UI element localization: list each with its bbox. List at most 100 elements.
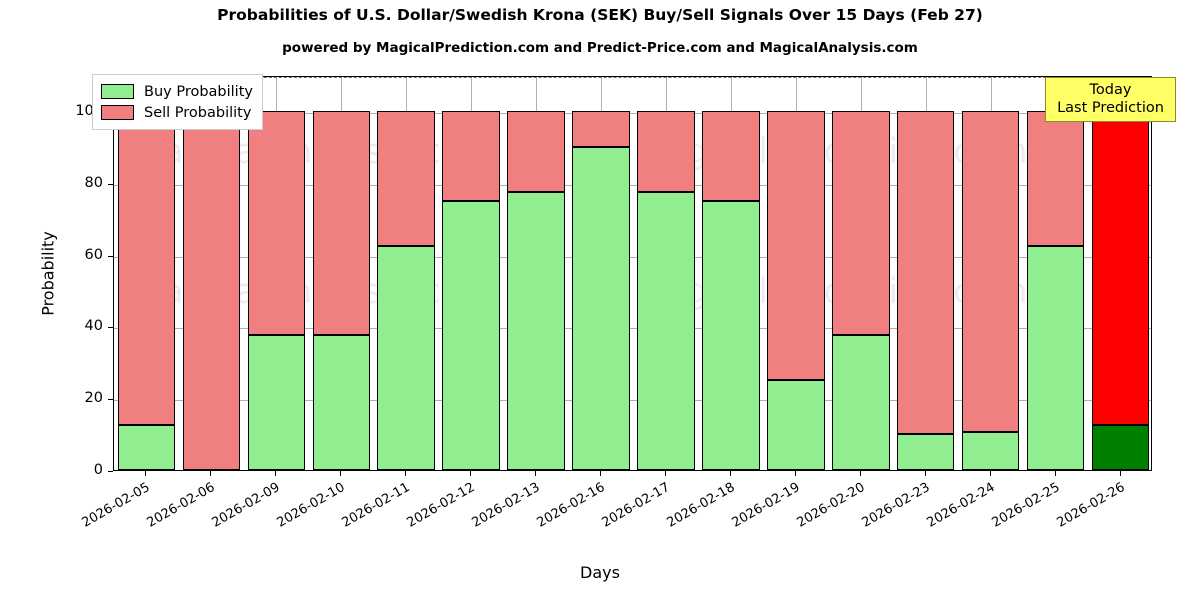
bar-segment-buy[interactable] — [637, 191, 695, 470]
gridline-y-80 — [114, 184, 1151, 186]
bar-2026-02-05[interactable] — [117, 77, 176, 470]
today-annotation: Today Last Prediction — [1045, 77, 1176, 122]
gridline-y-40 — [114, 328, 1151, 330]
y-tick-label-80: 80 — [84, 174, 103, 191]
today-annotation-line2: Last Prediction — [1057, 100, 1164, 116]
legend-label-sell: Sell Probability — [144, 104, 252, 121]
x-tick-mark — [210, 471, 212, 476]
bar-segment-buy[interactable] — [117, 425, 176, 470]
chart-subtitle: powered by MagicalPrediction.com and Pre… — [282, 40, 918, 56]
plot-area: MagicalAnalysis.comMagicalPrediction.com… — [113, 76, 1152, 471]
bar-segment-buy[interactable] — [1026, 245, 1085, 470]
bar-segment-buy[interactable] — [702, 200, 760, 470]
x-tick-mark — [794, 471, 796, 476]
chart-legend: Buy Probability Sell Probability — [92, 74, 263, 130]
x-tick-mark — [470, 471, 472, 476]
y-axis-title: Probability — [38, 231, 58, 316]
bar-segment-buy[interactable] — [247, 335, 306, 470]
bar-segment-buy[interactable] — [961, 432, 1020, 470]
x-tick-mark — [1119, 471, 1121, 476]
bar-2026-02-19[interactable] — [767, 77, 825, 470]
bar-segment-buy[interactable] — [572, 146, 630, 470]
y-tick-label-0: 0 — [93, 462, 103, 478]
y-tick-mark — [108, 471, 113, 472]
y-tick-mark — [108, 327, 113, 329]
legend-swatch-sell — [101, 105, 134, 120]
bar-2026-02-17[interactable] — [637, 77, 695, 470]
bar-segment-sell[interactable] — [1026, 110, 1085, 246]
y-tick-label-40: 40 — [84, 318, 103, 335]
chart-title: Probabilities of U.S. Dollar/Swedish Kro… — [217, 6, 983, 24]
plot-inner: MagicalAnalysis.comMagicalPrediction.com… — [114, 77, 1151, 470]
bar-segment-buy[interactable] — [377, 245, 435, 470]
x-tick-label-2026-02-23: 2026-02-23 — [859, 480, 933, 531]
bar-segment-buy[interactable] — [832, 335, 890, 470]
bar-2026-02-09[interactable] — [247, 77, 306, 470]
bar-segment-sell[interactable] — [182, 110, 241, 470]
x-tick-mark — [729, 471, 731, 476]
bar-segment-sell[interactable] — [702, 110, 760, 201]
x-tick-label-2026-02-24: 2026-02-24 — [924, 480, 998, 531]
y-tick-mark — [108, 255, 113, 257]
x-tick-mark — [275, 471, 277, 476]
y-tick-label-60: 60 — [84, 246, 103, 263]
bar-segment-sell[interactable] — [377, 110, 435, 246]
bar-segment-sell[interactable] — [247, 110, 306, 336]
bar-segment-buy[interactable] — [442, 200, 500, 470]
bar-2026-02-16[interactable] — [572, 77, 630, 470]
bar-2026-02-10[interactable] — [312, 77, 370, 470]
x-tick-mark — [989, 471, 991, 476]
bar-segment-buy[interactable] — [1091, 425, 1150, 470]
x-tick-mark — [535, 471, 537, 476]
legend-swatch-buy — [101, 84, 134, 99]
x-tick-mark — [859, 471, 861, 476]
x-tick-mark — [600, 471, 602, 476]
bar-segment-sell[interactable] — [896, 110, 955, 435]
legend-item-buy: Buy Probability — [101, 81, 253, 102]
gridline-y-20 — [114, 400, 1151, 402]
bar-segment-sell[interactable] — [1091, 110, 1150, 426]
bar-segment-sell[interactable] — [767, 110, 825, 381]
bar-segment-sell[interactable] — [572, 110, 630, 147]
bar-2026-02-25[interactable] — [1026, 77, 1085, 470]
bar-2026-02-18[interactable] — [702, 77, 760, 470]
y-tick-mark — [108, 399, 113, 401]
gridline-y-60 — [114, 256, 1151, 258]
legend-item-sell: Sell Probability — [101, 102, 253, 123]
bar-segment-buy[interactable] — [507, 191, 565, 470]
x-tick-mark — [340, 471, 342, 476]
bar-segment-sell[interactable] — [442, 110, 500, 201]
x-tick-mark — [924, 471, 926, 476]
x-tick-mark — [664, 471, 666, 476]
bar-2026-02-23[interactable] — [896, 77, 955, 470]
bar-segment-sell[interactable] — [117, 110, 176, 426]
bar-segment-buy[interactable] — [312, 335, 370, 470]
x-tick-mark — [145, 471, 147, 476]
x-tick-mark — [405, 471, 407, 476]
legend-label-buy: Buy Probability — [144, 83, 253, 100]
y-tick-label-20: 20 — [84, 390, 103, 407]
bar-segment-sell[interactable] — [961, 110, 1020, 433]
x-tick-label-2026-02-19: 2026-02-19 — [729, 480, 803, 531]
bar-2026-02-12[interactable] — [442, 77, 500, 470]
bar-2026-02-13[interactable] — [507, 77, 565, 470]
today-annotation-line1: Today — [1089, 82, 1132, 98]
gridline-y-100 — [114, 112, 1151, 114]
bar-2026-02-26[interactable] — [1091, 77, 1150, 470]
y-tick-mark — [108, 183, 113, 185]
bar-2026-02-06[interactable] — [182, 77, 241, 470]
reference-line — [114, 77, 1151, 78]
bar-segment-buy[interactable] — [896, 434, 955, 470]
bar-segment-sell[interactable] — [507, 110, 565, 192]
bar-2026-02-24[interactable] — [961, 77, 1020, 470]
bar-segment-sell[interactable] — [832, 110, 890, 336]
x-tick-label-2026-02-20: 2026-02-20 — [794, 480, 868, 531]
x-tick-mark — [1054, 471, 1056, 476]
bar-segment-sell[interactable] — [637, 110, 695, 192]
bar-segment-sell[interactable] — [312, 110, 370, 336]
bar-2026-02-11[interactable] — [377, 77, 435, 470]
x-tick-label-2026-02-18: 2026-02-18 — [664, 480, 738, 531]
bar-2026-02-20[interactable] — [832, 77, 890, 470]
bar-segment-buy[interactable] — [767, 380, 825, 470]
